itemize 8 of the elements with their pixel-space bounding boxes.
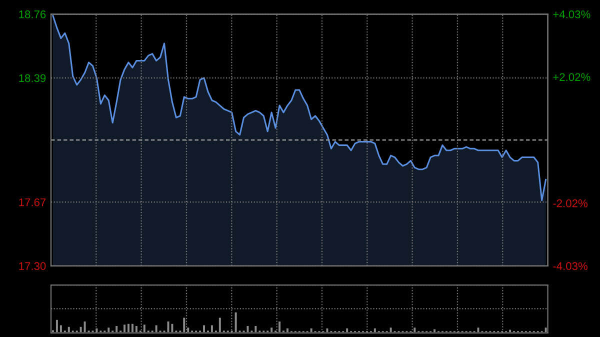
y-tick-label: 17.30: [19, 262, 46, 270]
y-tick-label: 17.67: [19, 198, 46, 206]
y2-tick-label: -2.02%: [553, 199, 588, 208]
y-tick-label: 18.76: [19, 10, 46, 18]
y-tick-label: 18.39: [19, 74, 46, 82]
y2-tick-label: +4.03%: [553, 10, 590, 18]
y2-tick-label: +2.02%: [553, 73, 590, 82]
y2-tick-label: -4.03%: [553, 262, 588, 270]
